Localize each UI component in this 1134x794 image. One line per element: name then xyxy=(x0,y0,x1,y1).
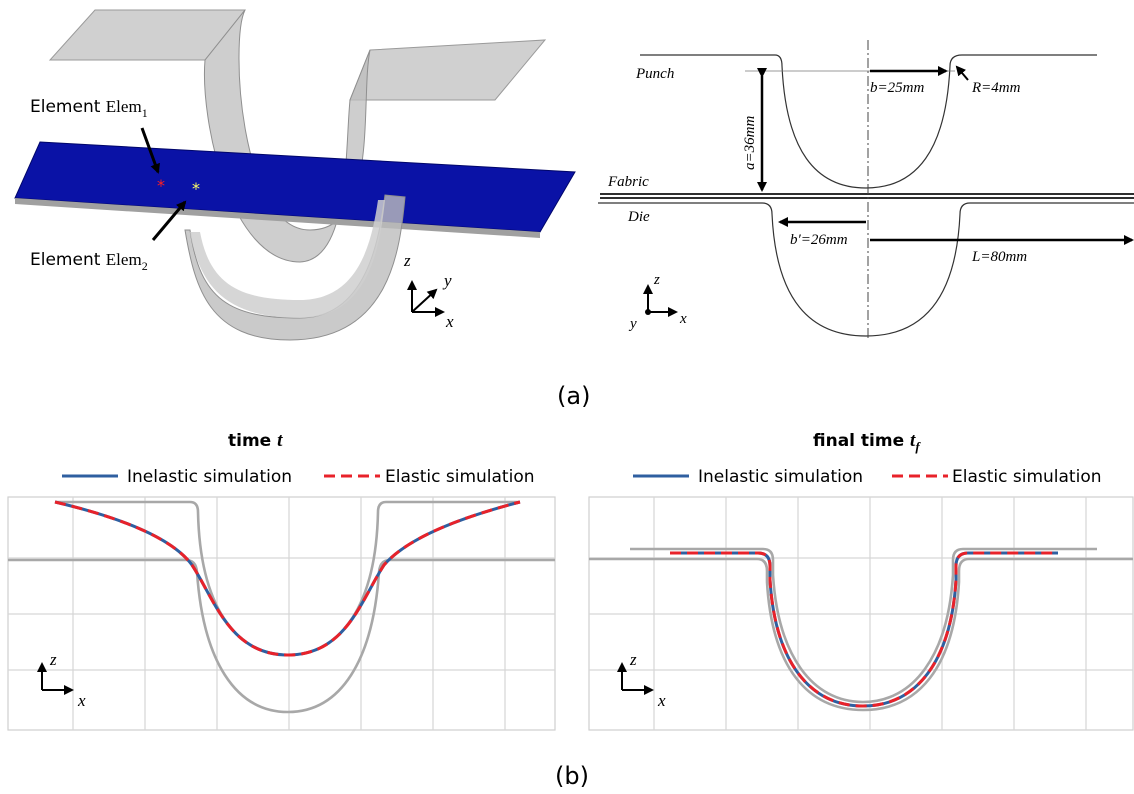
legend-inelastic-label: Inelastic simulation xyxy=(127,467,292,487)
b-label: b=25mm xyxy=(870,80,924,96)
punch-outline xyxy=(640,54,1097,189)
legend-elastic-label-r: Elastic simulation xyxy=(952,467,1102,487)
b-left-axis-z: z xyxy=(49,650,57,669)
die-u-front xyxy=(184,194,406,341)
b-left-axis-x: x xyxy=(77,691,86,710)
l-label: L=80mm xyxy=(971,249,1027,265)
die-profile-right xyxy=(589,557,1133,712)
legend-elastic-label: Elastic simulation xyxy=(385,467,535,487)
b-right-axis-z: z xyxy=(629,650,637,669)
grid-left xyxy=(8,497,555,730)
r-label: R=4mm xyxy=(971,80,1021,96)
elem2-label: Element Elem2 xyxy=(30,250,148,273)
panel-b-time-t: time t Inelastic simulation Elastic simu… xyxy=(7,430,556,731)
b-right-axis-x: x xyxy=(657,691,666,710)
axes-2d-icon: z x y xyxy=(628,272,687,332)
elastic-curve-right xyxy=(670,551,1058,708)
inelastic-curve-right xyxy=(670,551,1058,708)
panel-a-schematic: a=36mm b=25mm R=4mm b′=26mm L=80mm Punch… xyxy=(598,40,1134,340)
legend-inelastic-label-r: Inelastic simulation xyxy=(698,467,863,487)
schem-axis-z: z xyxy=(653,272,660,288)
punch-label: Punch xyxy=(635,66,674,82)
elem2-marker: * xyxy=(192,179,200,198)
elem1-label: Element Elem1 xyxy=(30,97,148,120)
elem1-arrow xyxy=(140,127,160,174)
die-outline xyxy=(598,202,1134,337)
axis-y-label: y xyxy=(442,271,452,290)
caption-a: (a) xyxy=(557,382,590,410)
axis-z-label: z xyxy=(403,251,411,270)
b-prime-label: b′=26mm xyxy=(790,232,848,248)
schem-axis-y: y xyxy=(628,316,637,332)
axes-left: z x xyxy=(37,650,86,710)
panel-b-final-time: final time tf Inelastic simulation Elast… xyxy=(588,430,1134,731)
punch-right-flange xyxy=(349,39,547,101)
a-label: a=36mm xyxy=(742,116,758,170)
panel-a-3d-view: * * Element Elem1 Element Elem2 z y x xyxy=(14,9,576,341)
fabric-strip-edge xyxy=(15,198,540,238)
fabric-label: Fabric xyxy=(607,174,649,190)
punch-profile-right xyxy=(630,547,1097,704)
die-profile-left xyxy=(8,558,555,714)
title-final-time: final time tf xyxy=(813,430,921,454)
legend-left: Inelastic simulation Elastic simulation xyxy=(62,467,535,487)
axes-right: z x xyxy=(617,650,666,710)
caption-b: (b) xyxy=(555,762,589,790)
legend-right: Inelastic simulation Elastic simulation xyxy=(633,467,1102,487)
axes-3d-icon: z y x xyxy=(403,251,454,331)
schem-axis-x: x xyxy=(679,311,687,327)
r-arrow xyxy=(955,65,969,81)
die-label: Die xyxy=(627,209,650,225)
elastic-curve-left xyxy=(54,500,521,657)
title-time-t: time t xyxy=(228,430,283,451)
axis-x-label: x xyxy=(445,312,454,331)
elem1-marker: * xyxy=(157,176,165,195)
grid-right xyxy=(589,497,1133,730)
elem2-arrow xyxy=(151,200,187,241)
